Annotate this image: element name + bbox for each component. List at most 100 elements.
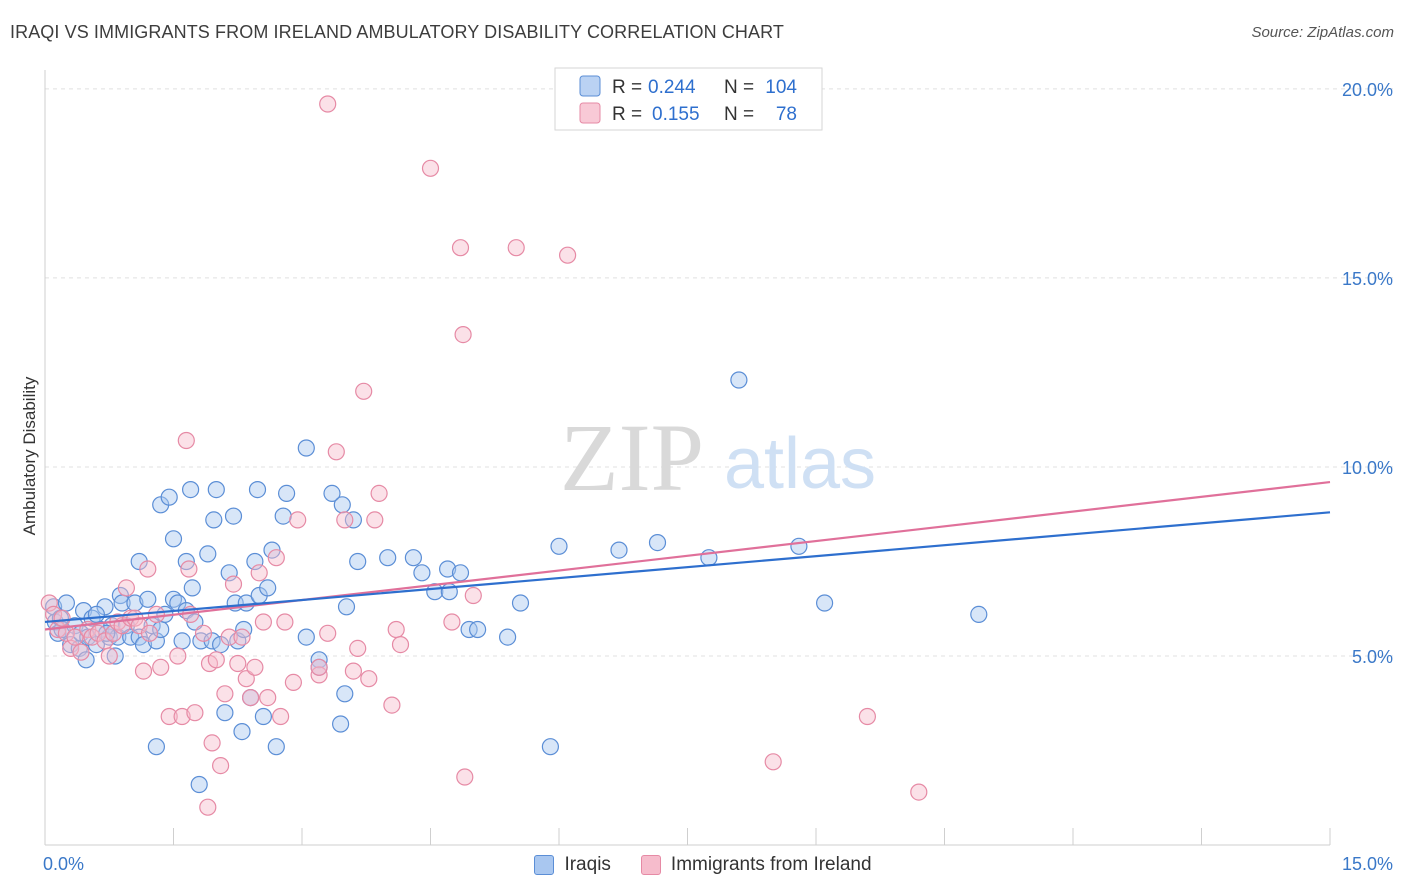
data-point [383,696,401,714]
legend-r-label: R = [612,104,642,125]
data-point [237,670,255,688]
watermark-atlas: atlas [724,424,876,504]
data-point [203,734,221,752]
data-point [451,564,470,582]
data-point [858,707,877,726]
data-point [327,443,345,461]
data-point [349,552,367,571]
legend-r-label: R = [612,77,642,98]
data-point [194,624,213,642]
data-point [246,552,264,571]
data-point [421,159,440,177]
data-point [815,594,834,612]
data-point [360,670,378,688]
data-point [224,507,243,525]
data-point [790,537,808,555]
y-tick-label: 15.0% [1342,269,1393,289]
data-point [370,484,388,502]
data-point [336,511,354,529]
legend-label-ireland: Immigrants from Ireland [670,854,872,875]
legend-bottom: Iraqis Immigrants from Ireland [0,850,1406,880]
axes [44,70,1331,846]
watermark: ZIP atlas [560,404,876,511]
data-point [391,635,410,654]
data-point [910,783,928,801]
x-tick-label-min: 0.0% [43,854,84,874]
data-point [267,549,285,567]
data-point [220,564,238,582]
legend-r-value: 0.155 [652,104,700,125]
data-point [413,564,431,582]
data-point [212,756,230,775]
data-point [454,326,472,344]
x-tick-label-max: 15.0% [1342,854,1393,874]
y-axis-title: Ambulatory Disability [20,376,39,535]
data-point [456,768,474,786]
data-point [337,598,356,616]
data-point [558,246,577,264]
data-point [499,628,517,646]
data-point [160,488,178,506]
y-tick-label: 10.0% [1342,458,1393,478]
data-point [550,537,568,555]
legend-swatch-iraqis [534,855,555,875]
data-point [274,507,292,525]
legend-swatch-ireland [640,855,661,875]
data-point [216,704,234,722]
data-point [152,658,170,676]
data-point [147,605,165,624]
data-point [233,628,251,646]
data-point [319,95,337,113]
data-point [336,685,354,703]
trend-line-iraqis [44,511,1331,624]
data-point [297,439,315,457]
source-label: Source: ZipAtlas.com [1251,24,1394,41]
grid [45,88,1395,657]
data-point [180,560,198,578]
data-point [366,511,384,529]
data-point [173,707,191,726]
data-point [182,481,200,499]
data-point [443,613,461,631]
legend-swatch-pink [579,102,601,124]
data-point [541,738,560,756]
data-point [276,613,294,631]
data-point [272,707,290,726]
legend-swatch-blue [579,75,601,97]
data-point [511,594,530,612]
data-point [970,605,988,624]
data-point [248,481,267,499]
data-point [451,239,470,257]
data-point [160,707,178,726]
legend-top: R = 0.244 N = 104 R = 0.155 N = 78 [554,67,823,131]
data-point [349,639,367,658]
data-point [190,775,208,794]
data-point [469,620,487,639]
data-point [216,685,234,703]
y-tick-label: 20.0% [1342,80,1393,100]
data-point [267,738,285,756]
data-point [379,549,397,567]
data-point [220,628,238,646]
data-point [186,704,204,722]
data-point [404,549,422,567]
data-point [323,484,341,502]
data-point [72,643,90,661]
data-point [140,624,159,642]
legend-n-label: N = [724,104,754,125]
data-point [310,658,328,676]
legend-r-value: 0.244 [648,77,696,98]
tick-labels: 5.0% 10.0% 15.0% 20.0% 0.0% 15.0% [43,80,1393,874]
data-point [224,575,243,593]
data-point [464,586,482,605]
data-point [233,722,251,741]
data-point [387,620,405,639]
legend-item-ireland: Immigrants from Ireland [640,854,872,876]
data-point [278,484,296,502]
data-point [250,564,268,582]
chart-title: IRAQI VS IMMIGRANTS FROM IRELAND AMBULAT… [10,22,785,42]
data-point [66,628,84,646]
y-tick-label: 5.0% [1352,647,1393,667]
legend-label-iraqis: Iraqis [564,854,611,875]
data-point [173,632,191,650]
